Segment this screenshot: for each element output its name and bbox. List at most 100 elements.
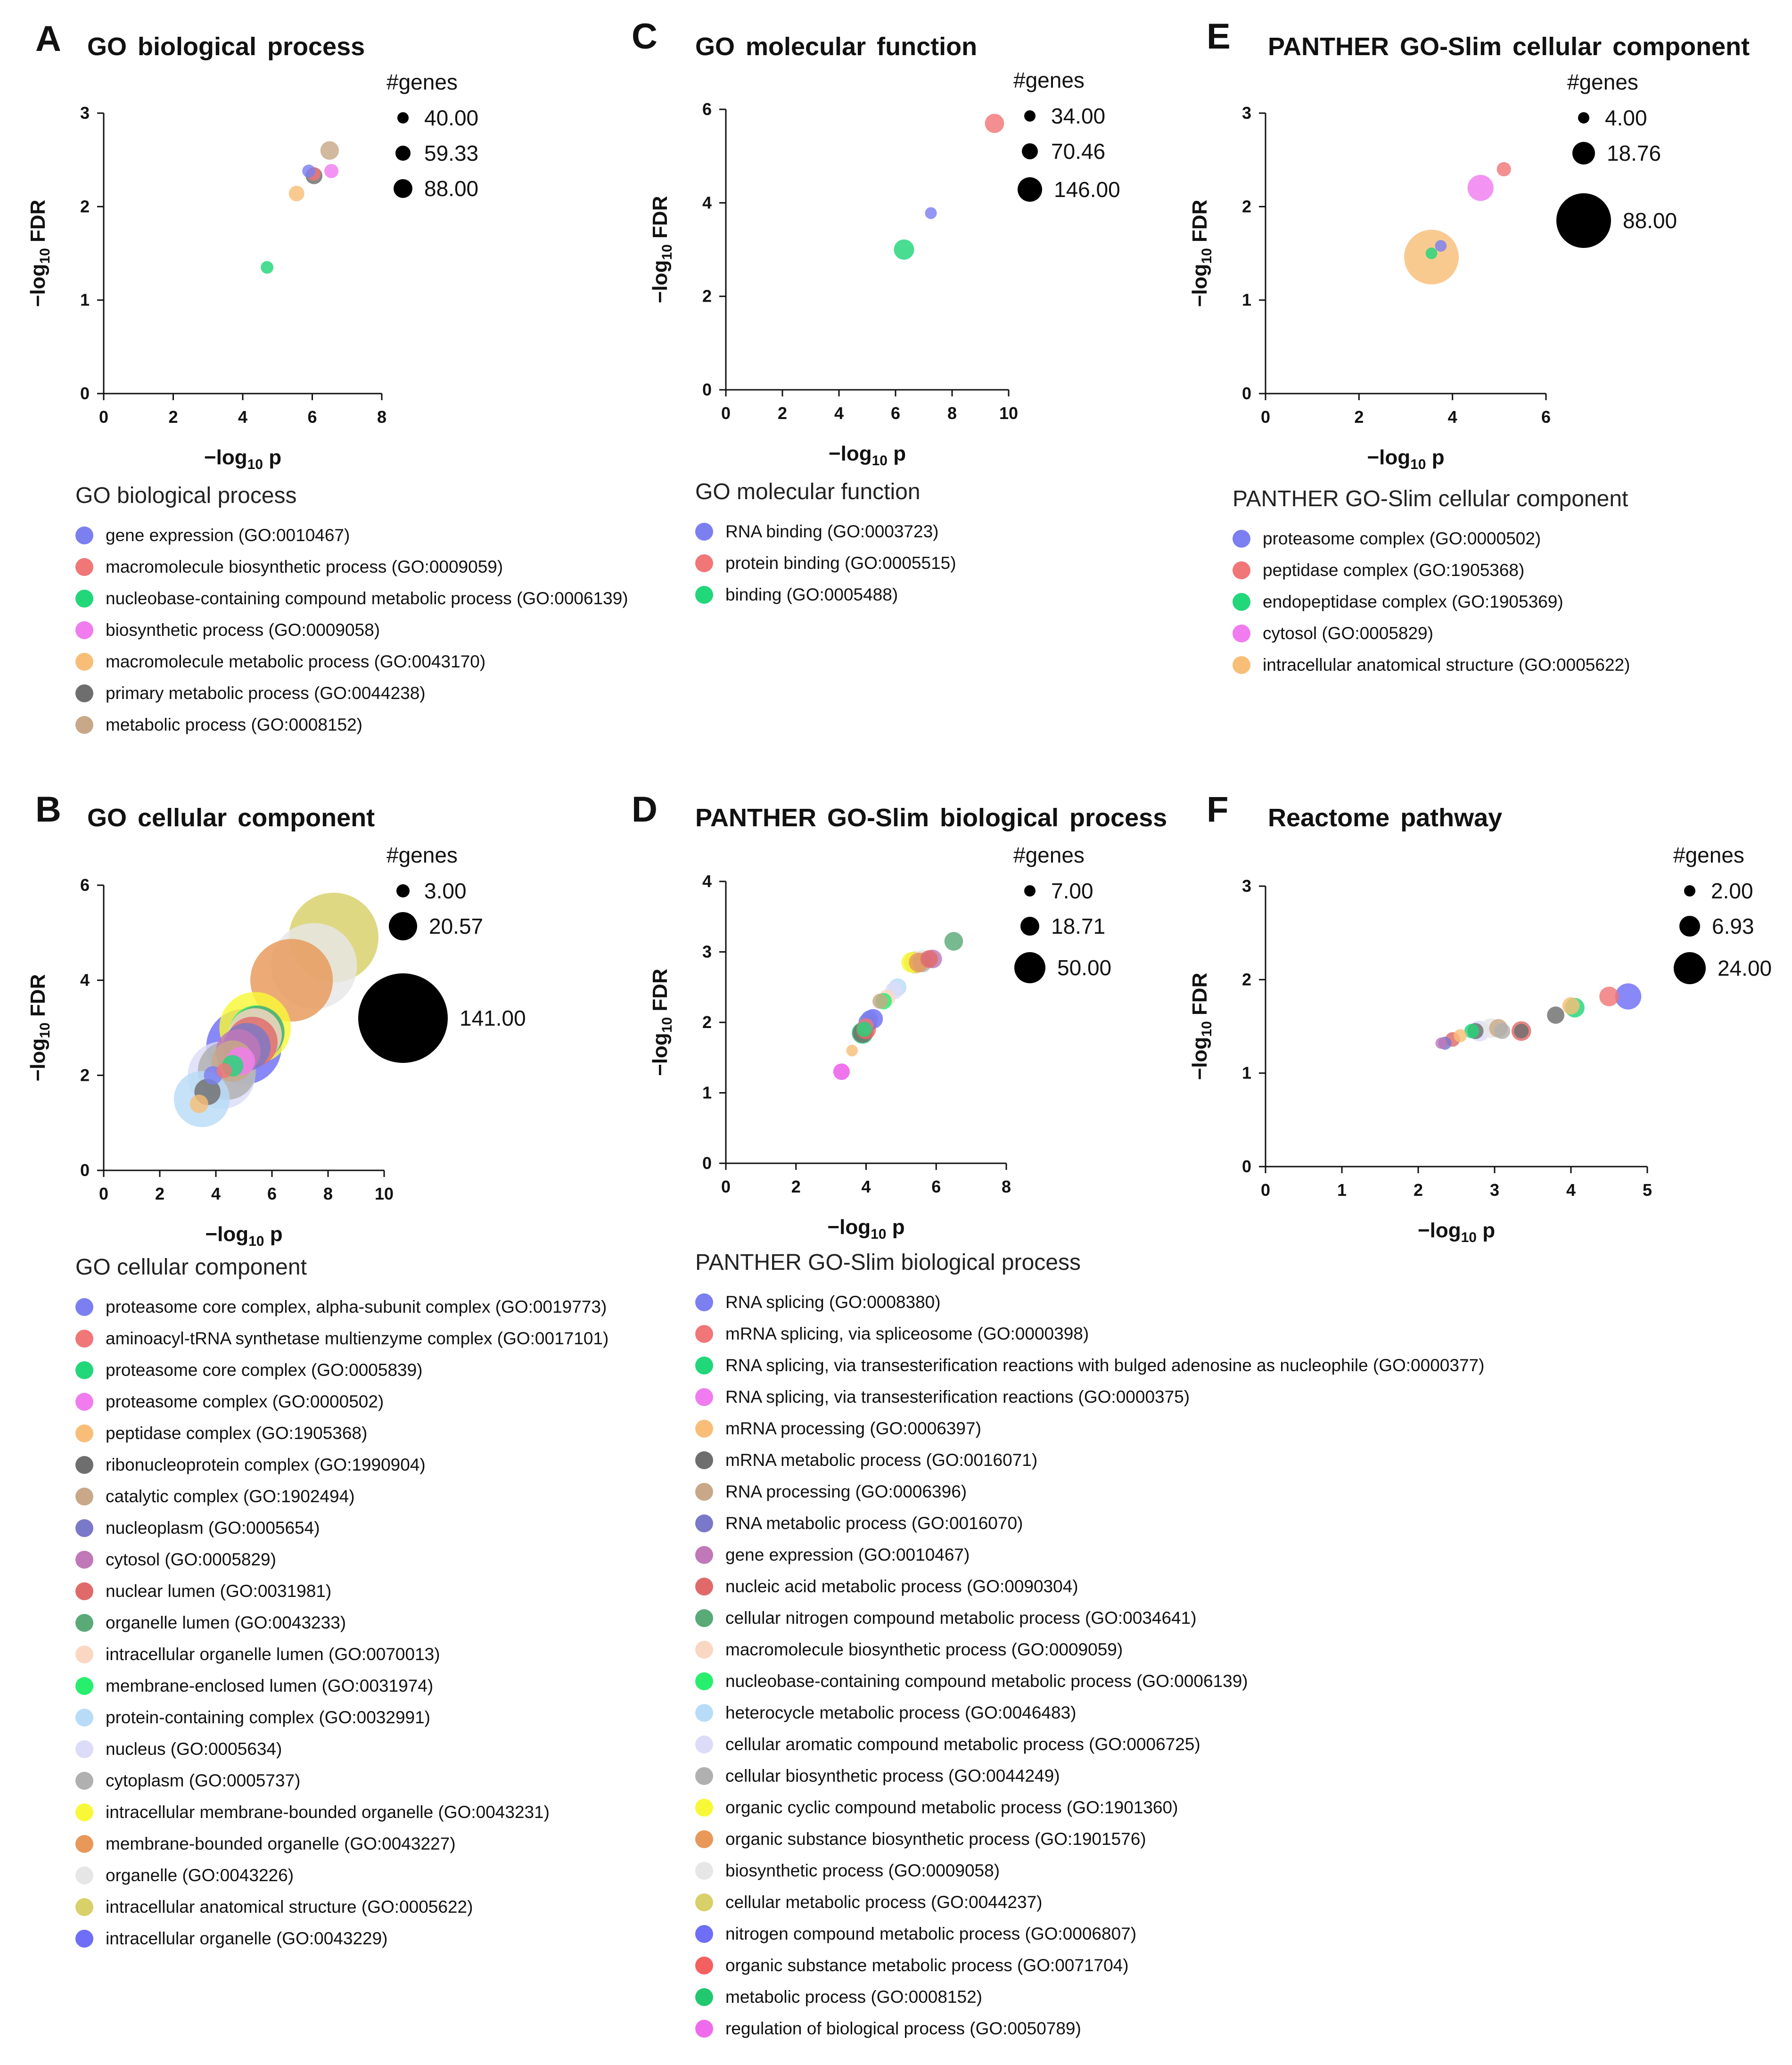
legend-label: mRNA metabolic process (GO:0016071)	[725, 1450, 1038, 1470]
legend-swatch	[695, 585, 713, 604]
y-axis-label: −log10 FDR	[26, 200, 53, 307]
legend-item: cellular nitrogen compound metabolic pro…	[695, 1602, 1484, 1634]
size-legend-bubble	[1674, 952, 1706, 984]
legend-item: mRNA splicing, via spliceosome (GO:00003…	[695, 1318, 1484, 1349]
legend-label: endopeptidase complex (GO:1905369)	[1263, 592, 1563, 611]
legend-item: aminoacyl-tRNA synthetase multienzyme co…	[75, 1323, 608, 1354]
legend-label: RNA metabolic process (GO:0016070)	[725, 1513, 1023, 1533]
x-tick-label: 3	[1490, 1180, 1499, 1200]
data-point	[1467, 175, 1494, 201]
legend-item: cellular metabolic process (GO:0044237)	[695, 1886, 1484, 1918]
legend-label: intracellular organelle (GO:0043229)	[106, 1928, 388, 1948]
legend-swatch	[75, 1677, 93, 1695]
legend-swatch	[1233, 592, 1250, 611]
size-legend-bubble	[397, 112, 409, 123]
size-legend-label: 70.46	[1051, 139, 1105, 164]
legend-item: regulation of biological process (GO:005…	[695, 2013, 1484, 2044]
size-legend-bubble	[1578, 112, 1589, 123]
x-tick-label: 0	[99, 407, 108, 427]
legend-label: macromolecule biosynthetic process (GO:0…	[106, 557, 503, 576]
x-tick-label: 6	[307, 407, 317, 427]
legend-title: GO molecular function	[695, 479, 921, 504]
category-legend: GO cellular component proteasome core com…	[75, 1256, 608, 1954]
legend-item: heterocycle metabolic process (GO:004648…	[695, 1697, 1484, 1728]
x-tick-label: 2	[778, 403, 787, 423]
legend-item: proteasome complex (GO:0000502)	[1233, 523, 1630, 554]
data-point	[1615, 983, 1642, 1010]
chart-title: PANTHER GO-Slim cellular component	[1268, 33, 1750, 61]
y-tick-label: 2	[1242, 197, 1251, 216]
legend-swatch	[695, 1861, 713, 1880]
legend-label: peptidase complex (GO:1905368)	[1263, 560, 1525, 580]
legend-label: RNA splicing, via transesterification re…	[725, 1387, 1190, 1407]
legend-item: nucleobase-containing compound metabolic…	[695, 1665, 1484, 1697]
y-tick-label: 0	[80, 384, 90, 403]
y-tick-label: 6	[80, 875, 90, 895]
size-legend-label: 34.00	[1051, 104, 1105, 128]
legend-item: mRNA processing (GO:0006397)	[695, 1413, 1484, 1444]
x-tick-label: 2	[1354, 407, 1364, 427]
legend-swatch	[75, 589, 93, 608]
legend-swatch	[75, 1424, 93, 1442]
legend-title: GO biological process	[75, 483, 297, 508]
legend-item: proteasome core complex, alpha-subunit c…	[75, 1291, 608, 1323]
data-point	[872, 993, 888, 1009]
size-legend: #genes 4.00 18.76 88.00	[1556, 70, 1677, 248]
scatter-plot-e: 0 1 2 3 0 2 4 6 −log10 FDR −log10 p #genes 4.00 18.7…	[1188, 70, 1677, 472]
data-point	[324, 164, 339, 179]
data-point	[1435, 1037, 1447, 1049]
data-point	[894, 239, 914, 260]
legend-label: cellular nitrogen compound metabolic pro…	[725, 1608, 1197, 1628]
x-tick-label: 5	[1643, 1180, 1652, 1200]
legend-item: cytosol (GO:0005829)	[1233, 617, 1630, 649]
legend-item: nuclear lumen (GO:0031981)	[75, 1575, 608, 1607]
legend-label: organelle lumen (GO:0043233)	[106, 1613, 346, 1632]
legend-swatch	[75, 1708, 93, 1727]
legend-label: membrane-enclosed lumen (GO:0031974)	[106, 1676, 434, 1695]
y-tick-label: 4	[702, 872, 712, 891]
data-point	[1599, 987, 1619, 1006]
panel-letter: E	[1207, 16, 1231, 57]
y-tick-label: 4	[702, 193, 712, 212]
legend-swatch	[695, 2019, 713, 2038]
legend-item: ribonucleoprotein complex (GO:1990904)	[75, 1449, 608, 1481]
legend-item: RNA splicing, via transesterification re…	[695, 1381, 1484, 1413]
legend-label: binding (GO:0005488)	[725, 584, 898, 604]
size-legend-label: 6.93	[1712, 914, 1754, 938]
x-tick-label: 2	[155, 1184, 164, 1203]
y-tick-label: 3	[1242, 103, 1251, 123]
legend-item: peptidase complex (GO:1905368)	[75, 1417, 608, 1449]
data-point	[846, 1045, 858, 1057]
x-axis-label: −log10 p	[1418, 1219, 1495, 1245]
legend-swatch	[75, 1582, 93, 1600]
y-axis-label: −log10 FDR	[649, 196, 675, 304]
data-point	[920, 950, 938, 968]
legend-label: intracellular membrane-bounded organelle…	[106, 1802, 550, 1822]
data-point	[1454, 1029, 1467, 1043]
legend-item: intracellular organelle (GO:0043229)	[75, 1923, 608, 1954]
legend-item: membrane-bounded organelle (GO:0043227)	[75, 1828, 608, 1859]
x-axis-label: −log10 p	[827, 1216, 904, 1242]
y-tick-label: 1	[1242, 1063, 1251, 1083]
y-axis-label: −log10 FDR	[1188, 973, 1215, 1080]
chart-title: GO biological process	[87, 33, 365, 61]
size-legend-title: #genes	[1013, 843, 1085, 867]
data-point	[216, 1063, 232, 1078]
legend-swatch	[695, 1703, 713, 1722]
chart-title: Reactome pathway	[1268, 804, 1503, 832]
legend-label: nuclear lumen (GO:0031981)	[106, 1581, 332, 1601]
legend-label: organic substance metabolic process (GO:…	[725, 1955, 1129, 1975]
scatter-plot-b: 0 2 4 6 0 2 4 6 8 10 −log10 FDR −log10 p #genes 3.00 2…	[26, 843, 526, 1249]
legend-swatch	[75, 1550, 93, 1569]
x-axis-label: −log10 p	[204, 446, 281, 472]
y-tick-label: 2	[702, 287, 712, 306]
data-point	[1496, 162, 1511, 177]
legend-swatch	[695, 1925, 713, 1943]
legend-swatch	[695, 1988, 713, 2006]
size-legend: #genes 40.00 59.33 88.00	[386, 70, 478, 201]
legend-swatch	[75, 621, 93, 639]
size-legend-bubble	[394, 179, 412, 198]
legend-label: proteasome core complex, alpha-subunit c…	[106, 1297, 607, 1316]
legend-item: RNA splicing (GO:0008380)	[695, 1286, 1484, 1318]
data-point	[944, 932, 963, 951]
